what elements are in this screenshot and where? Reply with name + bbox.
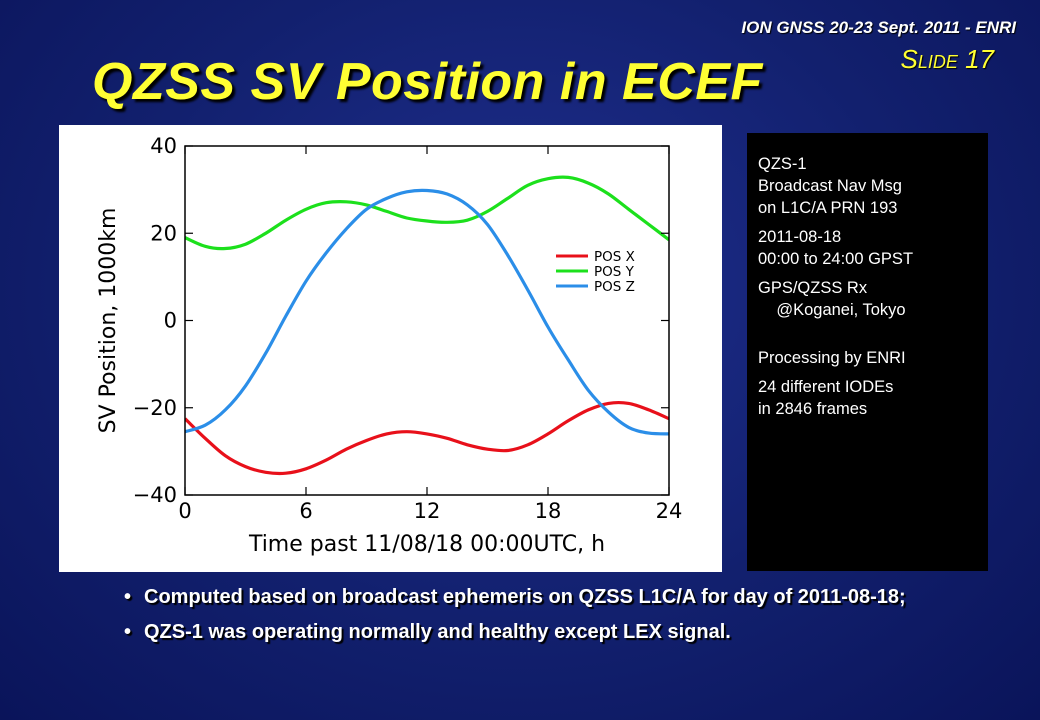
legend-label: POS Z — [594, 279, 635, 295]
x-tick-label: 18 — [535, 499, 562, 523]
y-tick-label: −40 — [133, 483, 177, 507]
series-line-pos-y — [185, 175, 669, 251]
info-receiver: GPS/QZSS Rx @Koganei, Tokyo — [758, 279, 906, 319]
info-processing: Processing by ENRI — [758, 349, 906, 367]
bullet-item: QZS-1 was operating normally and healthy… — [118, 620, 938, 645]
x-tick-label: 12 — [414, 499, 441, 523]
plot-frame — [184, 145, 670, 496]
y-axis-label: SV Position, 1000km — [96, 208, 121, 434]
info-iodes: 24 different IODEs in 2846 frames — [758, 378, 894, 418]
chart-panel: 0 6 12 18 24 −40 −20 0 20 40 Time past 11/08/18 00… — [59, 125, 722, 572]
info-date: 2011-08-18 00:00 to 24:00 GPST — [758, 228, 914, 268]
legend-label: POS Y — [594, 264, 635, 280]
x-tick-label: 0 — [178, 499, 191, 523]
y-tick-label: 40 — [150, 134, 177, 158]
legend-label: POS X — [594, 249, 635, 265]
x-axis-label: Time past 11/08/18 00:00UTC, h — [248, 532, 605, 557]
bullet-list: Computed based on broadcast ephemeris on… — [118, 585, 938, 655]
series-line-pos-x — [185, 400, 669, 476]
conference-label: ION GNSS 20-23 Sept. 2011 - ENRI — [741, 18, 1016, 37]
series-line-pos-z — [185, 188, 669, 436]
position-chart: 0 6 12 18 24 −40 −20 0 20 40 Time past 11/08/18 00… — [96, 134, 683, 557]
y-tick-label: 0 — [164, 309, 177, 333]
y-tick-label: 20 — [150, 221, 177, 245]
bullet-item: Computed based on broadcast ephemeris on… — [118, 585, 938, 610]
info-panel: QZS-1 Broadcast Nav Msg on L1C/A PRN 193… — [747, 133, 988, 571]
x-tick-label: 24 — [656, 499, 683, 523]
y-tick-label: −20 — [133, 396, 177, 420]
page-title: QZSS SV Position in ECEF — [92, 53, 763, 111]
x-tick-label: 6 — [299, 499, 312, 523]
slide-number: Slide 17 — [900, 44, 994, 74]
info-satellite: QZS-1 Broadcast Nav Msg on L1C/A PRN 193 — [758, 155, 902, 217]
